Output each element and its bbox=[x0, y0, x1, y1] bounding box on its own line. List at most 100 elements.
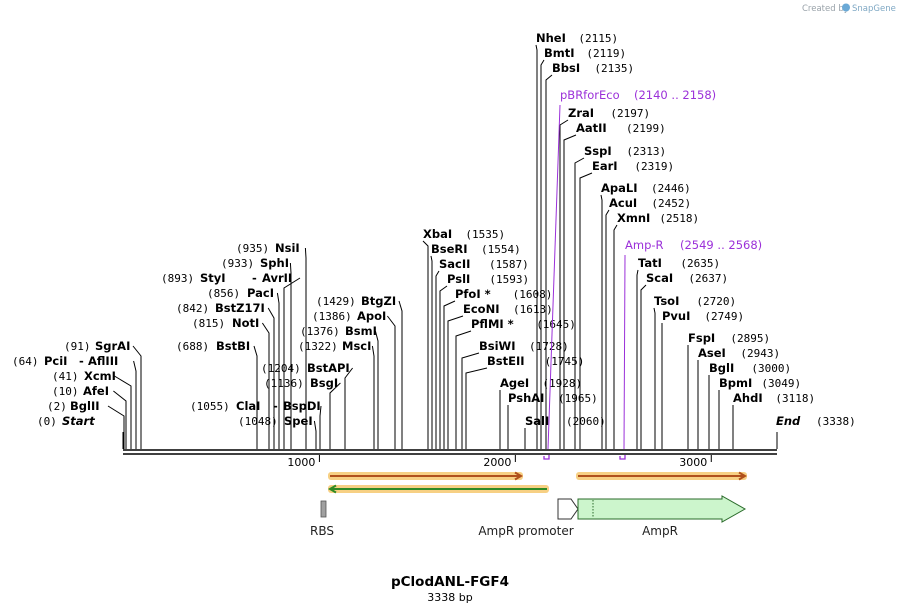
site-name-nsii[interactable]: NsiI bbox=[275, 241, 300, 255]
site-name-apali[interactable]: ApaLI bbox=[601, 181, 638, 195]
site-name-bsiwi[interactable]: BsiWI bbox=[479, 339, 516, 353]
site-name-bgli[interactable]: BglI bbox=[709, 361, 734, 375]
site-name-bstapi[interactable]: BstAPI bbox=[307, 361, 350, 375]
site-name-acui[interactable]: AcuI bbox=[609, 196, 637, 210]
site-pos-pcii: (64) bbox=[12, 355, 39, 368]
site-name-bstz17i[interactable]: BstZ17I bbox=[215, 301, 265, 315]
site-name-aatii[interactable]: AatII bbox=[576, 121, 607, 135]
site-name-start[interactable]: Start bbox=[62, 414, 95, 428]
site-name-bpmi[interactable]: BpmI bbox=[719, 376, 752, 390]
site-leader-bglii bbox=[107, 405, 125, 449]
site-leader-styi bbox=[283, 277, 301, 449]
snapgene-brand: SnapGene bbox=[852, 4, 896, 14]
site-name-psli[interactable]: PslI bbox=[447, 272, 470, 286]
site-name-econi[interactable]: EcoNI bbox=[463, 302, 499, 316]
plasmid-backbone bbox=[123, 449, 777, 455]
site-pos-pvui: (2749) bbox=[704, 310, 744, 323]
site-name-bmti[interactable]: BmtI bbox=[544, 46, 575, 60]
site-name-pcii[interactable]: PciI bbox=[44, 354, 67, 368]
site-name-scai[interactable]: ScaI bbox=[646, 271, 673, 285]
site-name-nhei[interactable]: NheI bbox=[536, 31, 566, 45]
site-separator: - bbox=[79, 354, 84, 368]
site-name-sali[interactable]: SalI bbox=[525, 414, 549, 428]
site-pos-xbai: (1535) bbox=[465, 228, 505, 241]
site-name-fspi[interactable]: FspI bbox=[688, 331, 715, 345]
site-name-bseri[interactable]: BseRI bbox=[431, 242, 468, 256]
site-name-paci[interactable]: PacI bbox=[247, 286, 274, 300]
axis-tick-label: 3000 bbox=[679, 456, 707, 469]
site-leader-pflmi bbox=[455, 330, 472, 449]
site-leader-bstbi bbox=[253, 345, 258, 449]
site-name-pfoi[interactable]: PfoI * bbox=[455, 287, 491, 301]
orf-arrowhead bbox=[328, 484, 337, 494]
site-pos-pshai: (1965) bbox=[558, 392, 598, 405]
site-name-noti[interactable]: NotI bbox=[232, 316, 259, 330]
site-name-xcmi[interactable]: XcmI bbox=[84, 369, 116, 383]
site-name-pflmi[interactable]: PflMI * bbox=[471, 317, 514, 331]
site-name-bsgi[interactable]: BsgI bbox=[310, 376, 338, 390]
site-pos-tati: (2635) bbox=[680, 257, 720, 270]
site-pos-bseri: (1554) bbox=[481, 243, 521, 256]
site-name-zrai[interactable]: ZraI bbox=[568, 106, 594, 120]
site-name-sspi[interactable]: SspI bbox=[584, 144, 612, 158]
site-name-asei[interactable]: AseI bbox=[698, 346, 726, 360]
site-name-pshai[interactable]: PshAI bbox=[508, 391, 544, 405]
primer-mark bbox=[543, 455, 550, 460]
site-name-bsmi[interactable]: BsmI bbox=[345, 324, 377, 338]
primer-name-pbrforeco[interactable]: pBRforEco bbox=[560, 88, 620, 102]
site-name-pvui[interactable]: PvuI bbox=[662, 309, 690, 323]
site-name-apoi[interactable]: ApoI bbox=[357, 309, 386, 323]
site-name-eari[interactable]: EarI bbox=[592, 159, 618, 173]
ampr-promoter-feature[interactable] bbox=[557, 498, 579, 520]
site-leader-nhei bbox=[535, 44, 538, 449]
site-name-avrii[interactable]: AvrII bbox=[262, 271, 292, 285]
site-name-bglii[interactable]: BglII bbox=[70, 399, 100, 413]
site-name-end[interactable]: End bbox=[776, 414, 801, 428]
primer-range: (2140 .. 2158) bbox=[634, 88, 716, 102]
site-leader-tsoi bbox=[653, 307, 656, 449]
site-name-xmni[interactable]: XmnI bbox=[617, 211, 650, 225]
site-name-bbsi[interactable]: BbsI bbox=[552, 61, 580, 75]
site-name-sacii[interactable]: SacII bbox=[439, 257, 470, 271]
site-pos-nsii: (935) bbox=[236, 242, 269, 255]
credit-text: Created by bbox=[802, 4, 849, 14]
site-name-clai[interactable]: ClaI bbox=[236, 399, 260, 413]
site-name-btgzi[interactable]: BtgZI bbox=[361, 294, 396, 308]
site-name-bspdi[interactable]: BspDI bbox=[283, 399, 321, 413]
site-pos-clai: (1055) bbox=[190, 400, 230, 413]
site-name-sgrai[interactable]: SgrAI bbox=[95, 339, 130, 353]
site-name-bstbi[interactable]: BstBI bbox=[216, 339, 250, 353]
site-pos-tsoi: (2720) bbox=[696, 295, 736, 308]
site-leader-bsgi bbox=[329, 382, 341, 449]
site-name-styi[interactable]: StyI bbox=[200, 271, 226, 285]
site-leader-aatii bbox=[563, 134, 577, 449]
site-pos-pfoi: (1608) bbox=[513, 288, 553, 301]
rbs-feature[interactable] bbox=[320, 500, 327, 518]
primer-marks: pBRforEco (2140 .. 2158) Amp-R (2549 .. 256… bbox=[543, 88, 762, 460]
site-name-ahdi[interactable]: AhdI bbox=[733, 391, 763, 405]
site-name-sphi[interactable]: SphI bbox=[260, 256, 289, 270]
primer-name-amp-r[interactable]: Amp-R bbox=[625, 238, 664, 252]
site-name-xbai[interactable]: XbaI bbox=[423, 227, 452, 241]
site-name-tati[interactable]: TatI bbox=[638, 256, 662, 270]
site-pos-bsteii: (1745) bbox=[545, 355, 585, 368]
site-name-tsoi[interactable]: TsoI bbox=[654, 294, 679, 308]
site-name-afliii[interactable]: AflIII bbox=[88, 354, 118, 368]
site-pos-end: (3338) bbox=[816, 415, 856, 428]
site-pos-bsmi: (1376) bbox=[300, 325, 340, 338]
site-pos-bsgi: (1136) bbox=[264, 377, 304, 390]
site-leader-nsii bbox=[304, 247, 307, 449]
site-name-bsteii[interactable]: BstEII bbox=[487, 354, 525, 368]
site-pos-msci: (1322) bbox=[298, 340, 338, 353]
site-leader-spei bbox=[313, 420, 317, 449]
site-pos-psli: (1593) bbox=[489, 273, 529, 286]
site-name-agei[interactable]: AgeI bbox=[500, 376, 529, 390]
site-name-msci[interactable]: MscI bbox=[342, 339, 371, 353]
site-pos-bpmi: (3049) bbox=[761, 377, 801, 390]
site-name-spei[interactable]: SpeI bbox=[284, 414, 313, 428]
site-leader-bstapi bbox=[344, 367, 353, 449]
site-name-afei[interactable]: AfeI bbox=[83, 384, 109, 398]
ampr-gene-feature[interactable] bbox=[577, 495, 747, 523]
site-pos-bgli: (3000) bbox=[751, 362, 791, 375]
feature-track: RBS AmpR promoter AmpR bbox=[310, 495, 747, 538]
